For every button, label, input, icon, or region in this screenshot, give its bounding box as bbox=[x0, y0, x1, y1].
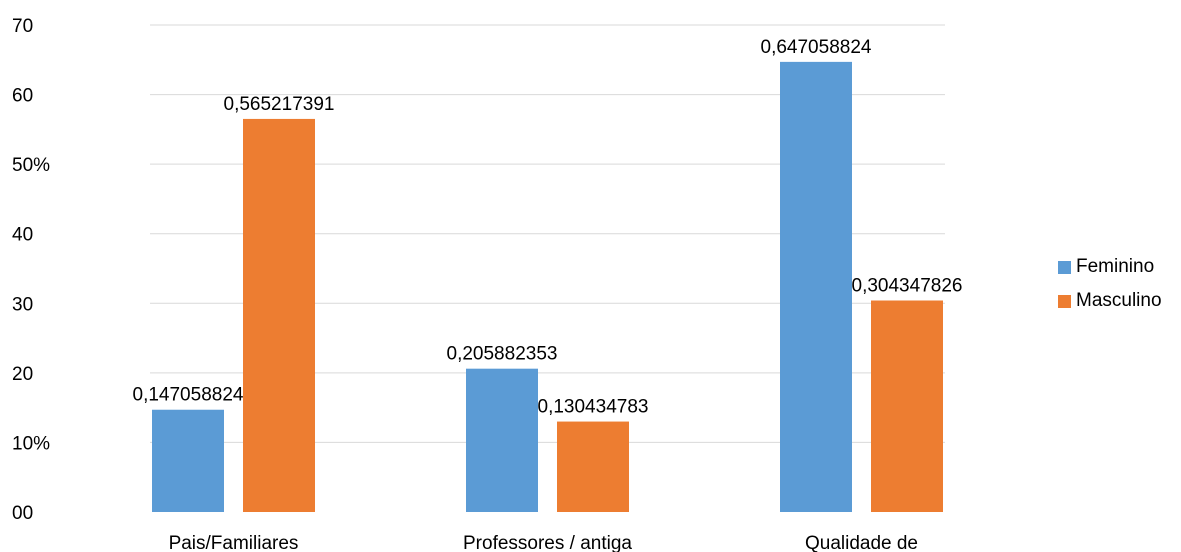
y-tick-label: 30 bbox=[12, 294, 33, 315]
data-label: 0,205882353 bbox=[447, 344, 558, 365]
legend-label-masculino: Masculino bbox=[1076, 290, 1162, 311]
y-tick-label: 10% bbox=[12, 433, 50, 454]
data-label: 0,130434783 bbox=[538, 397, 649, 418]
y-tick-label: 20 bbox=[12, 364, 33, 385]
legend-item-masculino: Masculino bbox=[1058, 284, 1162, 318]
category-label: Professores / antiga bbox=[463, 533, 632, 552]
data-label: 0,565217391 bbox=[224, 94, 335, 115]
legend-swatch-feminino bbox=[1058, 260, 1071, 274]
bar-feminino-0 bbox=[152, 409, 224, 512]
data-label: 0,304347826 bbox=[852, 276, 963, 297]
data-label: 0,147058824 bbox=[133, 385, 244, 406]
y-tick-label: 00 bbox=[12, 503, 33, 524]
y-tick-label: 60 bbox=[12, 86, 33, 107]
y-tick-label: 50% bbox=[12, 155, 50, 176]
legend-item-feminino: Feminino bbox=[1058, 250, 1162, 284]
category-label: Pais/Familiares bbox=[169, 533, 299, 552]
legend: Feminino Masculino bbox=[1058, 250, 1162, 318]
category-label: Qualidade de bbox=[805, 533, 918, 552]
bar-feminino-2 bbox=[780, 61, 852, 512]
bar-feminino-1 bbox=[466, 368, 538, 512]
legend-label-feminino: Feminino bbox=[1076, 256, 1155, 277]
data-label: 0,647058824 bbox=[761, 37, 872, 58]
bar-masculino-2 bbox=[871, 300, 943, 512]
bar-masculino-1 bbox=[557, 421, 629, 512]
y-tick-label: 70 bbox=[12, 16, 33, 37]
y-tick-label: 40 bbox=[12, 225, 33, 246]
legend-swatch-masculino bbox=[1058, 294, 1071, 308]
bar-masculino-0 bbox=[243, 118, 315, 513]
